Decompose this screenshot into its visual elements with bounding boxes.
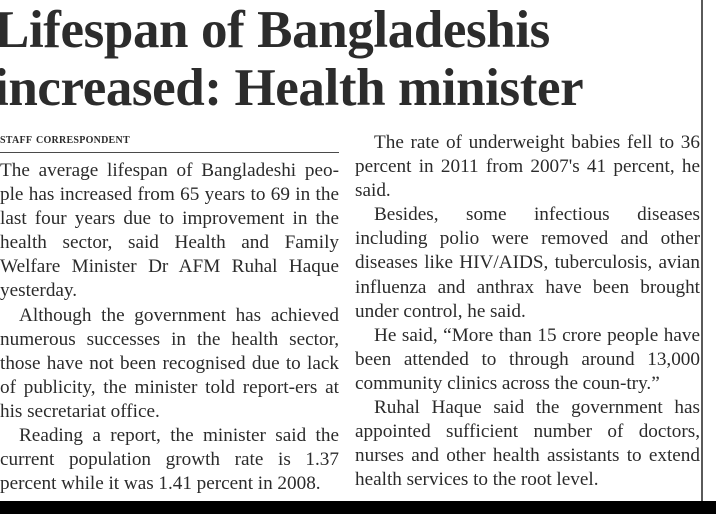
headline-line-1: Lifespan of Bangladeshis [0,1,550,59]
page-title: Lifespan of Bangladeshis increased: Heal… [0,0,710,118]
article-columns: Staff Correspondent The average lifespan… [0,131,710,502]
headline-line-2: increased: Health minister [0,59,584,117]
paragraph: Besides, some infectious diseases includ… [355,204,700,322]
byline-divider [0,152,339,153]
paragraph: The average lifespan of Bangladeshi peo-… [0,160,339,302]
paragraph: The rate of underweight babies fell to 3… [355,132,700,202]
paragraph: Although the government has achieved num… [0,304,339,422]
article-content: Lifespan of Bangladeshis increased: Heal… [0,0,710,502]
byline: Staff Correspondent [0,131,130,147]
column-left: Staff Correspondent The average lifespan… [0,131,339,502]
scan-bottom-bar [0,501,716,514]
paragraph: He said, “More than 15 crore people have… [355,324,700,394]
column-rule-right [701,0,703,502]
paragraph: Reading a report, the minister said the … [0,425,339,495]
paragraph: Ruhal Haque said the government has appo… [355,397,700,491]
column-right: The rate of underweight babies fell to 3… [355,131,700,502]
